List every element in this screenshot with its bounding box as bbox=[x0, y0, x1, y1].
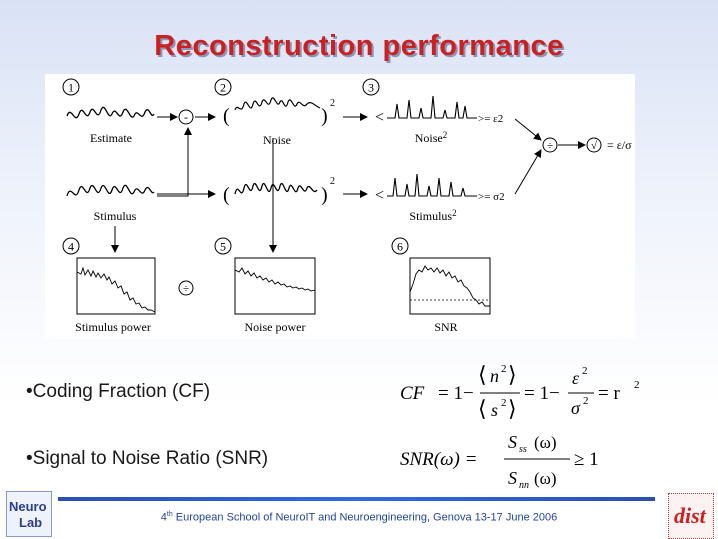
svg-text:÷: ÷ bbox=[547, 140, 553, 152]
svg-text:2: 2 bbox=[582, 365, 588, 377]
snr-formula: SNR(ω) = S ss (ω) S nn (ω) ≥ 1 bbox=[398, 428, 618, 497]
svg-text:2: 2 bbox=[583, 395, 589, 407]
noise-power-label: Noise power bbox=[245, 320, 306, 334]
estimate-label: Estimate bbox=[90, 131, 132, 145]
svg-text:= 1−: = 1− bbox=[524, 383, 560, 404]
svg-text:<: < bbox=[375, 187, 384, 204]
estimate-waveform bbox=[66, 106, 155, 119]
step-number-1: 1 bbox=[62, 78, 80, 96]
svg-text:⟨: ⟨ bbox=[478, 396, 487, 421]
svg-text:= r: = r bbox=[598, 383, 620, 404]
svg-text:4: 4 bbox=[68, 240, 74, 254]
svg-text:>= ε2: >= ε2 bbox=[478, 113, 503, 125]
svg-text:-: - bbox=[184, 110, 188, 124]
footer-text: 4th European School of NeuroIT and Neuro… bbox=[160, 511, 558, 524]
svg-text:⟩: ⟩ bbox=[508, 396, 517, 421]
svg-text:s: s bbox=[491, 400, 498, 420]
svg-text:2: 2 bbox=[220, 81, 226, 95]
result-label: = ε/σ bbox=[607, 138, 632, 152]
noise-power-plot bbox=[234, 257, 316, 315]
footer-divider bbox=[58, 497, 655, 501]
divide-operator: ÷ bbox=[542, 137, 558, 153]
stimulus-squared-waveform bbox=[387, 173, 477, 197]
sqrt-operator: √ bbox=[586, 137, 602, 153]
dist-logo: dist bbox=[668, 493, 714, 539]
svg-text:): ) bbox=[321, 105, 328, 127]
svg-text:1: 1 bbox=[68, 81, 74, 95]
svg-text:⟩: ⟩ bbox=[508, 362, 517, 387]
noise-label: Noise bbox=[263, 133, 291, 147]
svg-text:2: 2 bbox=[634, 379, 640, 391]
svg-text:5: 5 bbox=[220, 240, 226, 254]
svg-text:(ω): (ω) bbox=[534, 469, 557, 488]
noise-squared-label: Noise2 bbox=[415, 130, 448, 145]
svg-text:): ) bbox=[321, 184, 328, 206]
svg-text:CF: CF bbox=[400, 383, 425, 404]
svg-text:ss: ss bbox=[519, 444, 527, 455]
step-number-3: 3 bbox=[362, 78, 380, 96]
svg-text:√: √ bbox=[591, 140, 598, 152]
step-number-4: 4 bbox=[62, 237, 80, 255]
svg-text:σ: σ bbox=[571, 398, 581, 418]
step-number-2: 2 bbox=[214, 78, 232, 96]
stimulus-power-plot bbox=[76, 257, 156, 315]
minus-operator: - bbox=[178, 109, 194, 125]
svg-text:S: S bbox=[508, 432, 517, 452]
bullet-snr: •Signal to Noise Ratio (SNR) bbox=[26, 448, 269, 469]
bullet-coding-fraction: •Coding Fraction (CF) bbox=[26, 381, 211, 402]
svg-text:≥ 1: ≥ 1 bbox=[574, 449, 599, 470]
noise-squared-waveform bbox=[387, 95, 477, 119]
svg-text:ε: ε bbox=[572, 368, 580, 388]
svg-text:(ω): (ω) bbox=[534, 433, 557, 452]
slide-title: Reconstruction performance bbox=[154, 30, 564, 62]
svg-text:SNR(ω) =: SNR(ω) = bbox=[400, 449, 477, 470]
step-number-5: 5 bbox=[214, 237, 232, 255]
svg-text:= 1−: = 1− bbox=[438, 383, 474, 404]
svg-text:2: 2 bbox=[330, 98, 335, 109]
svg-text:÷: ÷ bbox=[183, 283, 189, 295]
reconstruction-diagram: 1 2 3 4 5 6 Estimate - bbox=[45, 74, 635, 339]
svg-text:nn: nn bbox=[519, 480, 529, 491]
svg-text:n: n bbox=[490, 366, 499, 386]
snr-plot bbox=[409, 257, 491, 315]
svg-text:>= σ2: >= σ2 bbox=[478, 191, 505, 203]
svg-text:2: 2 bbox=[501, 363, 507, 375]
snr-label: SNR bbox=[434, 320, 457, 334]
svg-text:6: 6 bbox=[397, 240, 403, 254]
step-number-6: 6 bbox=[391, 237, 409, 255]
stimulus-waveform bbox=[66, 184, 155, 197]
svg-text:2: 2 bbox=[501, 397, 507, 409]
svg-text:3: 3 bbox=[368, 81, 374, 95]
svg-text:⟨: ⟨ bbox=[478, 362, 487, 387]
cf-formula: CF = 1− ⟨ n 2 ⟩ ⟨ s 2 ⟩ = 1− ε 2 σ 2 = r… bbox=[398, 360, 658, 431]
noise-waveform bbox=[234, 97, 321, 111]
svg-text:(: ( bbox=[223, 184, 230, 206]
svg-text:(: ( bbox=[223, 105, 230, 127]
stimulus-power-label: Stimulus power bbox=[75, 320, 151, 334]
svg-text:<: < bbox=[375, 109, 384, 126]
svg-text:S: S bbox=[508, 468, 517, 488]
neurolab-logo: Neuro Lab bbox=[6, 491, 52, 537]
plus-operator: ÷ bbox=[178, 280, 194, 296]
stimulus-label: Stimulus bbox=[94, 209, 137, 223]
stimulus-squared-label: Stimulus2 bbox=[409, 208, 456, 223]
stimulus-repeat-waveform bbox=[234, 183, 318, 195]
svg-text:2: 2 bbox=[330, 176, 335, 187]
